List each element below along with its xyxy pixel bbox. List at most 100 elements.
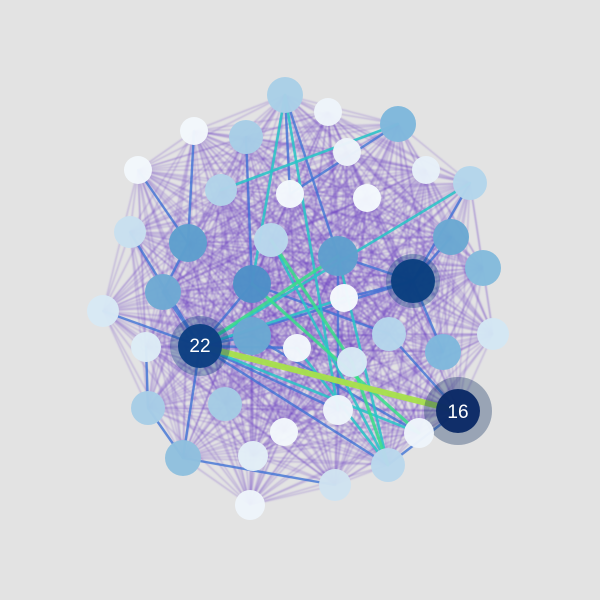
graph-edge bbox=[244, 135, 254, 286]
graph-edge bbox=[425, 169, 484, 269]
graph-edge bbox=[250, 282, 421, 435]
graph-edge bbox=[283, 93, 340, 258]
graph-edge bbox=[102, 310, 339, 411]
graph-edge bbox=[182, 297, 345, 459]
graph-edge bbox=[145, 346, 254, 457]
graph-edge bbox=[147, 361, 353, 409]
graph-edge bbox=[137, 169, 164, 293]
graph-node[interactable] bbox=[314, 98, 342, 126]
graph-node[interactable] bbox=[333, 138, 361, 166]
graph-node[interactable] bbox=[372, 317, 406, 351]
graph-node[interactable] bbox=[319, 469, 351, 501]
graph-edge bbox=[366, 197, 459, 412]
graph-edge bbox=[289, 182, 471, 195]
graph-node[interactable] bbox=[131, 332, 161, 362]
graph-node-16[interactable] bbox=[436, 389, 480, 433]
graph-node[interactable] bbox=[412, 156, 440, 184]
graph-edge bbox=[147, 242, 189, 409]
graph-edge bbox=[102, 297, 345, 312]
graph-node[interactable] bbox=[477, 318, 509, 350]
graph-edge bbox=[252, 455, 389, 466]
node-labels: 22 16 bbox=[189, 336, 468, 423]
graph-edge bbox=[147, 347, 298, 409]
graph-node[interactable] bbox=[380, 106, 416, 142]
graph-edge bbox=[283, 255, 339, 433]
graph-edge bbox=[251, 267, 484, 285]
graph-node[interactable] bbox=[276, 180, 304, 208]
graph-edge bbox=[296, 347, 444, 353]
graph-edge bbox=[162, 280, 414, 293]
graph-node[interactable] bbox=[283, 334, 311, 362]
graph-edge bbox=[387, 333, 390, 466]
graph-node[interactable] bbox=[169, 224, 207, 262]
graph-node[interactable] bbox=[353, 184, 381, 212]
graph-node[interactable] bbox=[233, 317, 271, 355]
graph-edge bbox=[296, 347, 459, 412]
graph-node[interactable] bbox=[371, 448, 405, 482]
graph-edge bbox=[129, 189, 222, 233]
graph-edge bbox=[145, 346, 251, 506]
graph-edge bbox=[129, 130, 195, 233]
graph-node[interactable] bbox=[165, 440, 201, 476]
graph-node[interactable] bbox=[337, 347, 367, 377]
graph-node[interactable] bbox=[205, 174, 237, 206]
graph-edge bbox=[182, 410, 459, 459]
graph-edge bbox=[145, 346, 184, 459]
graph-node[interactable] bbox=[124, 156, 152, 184]
graph-node[interactable] bbox=[425, 334, 461, 370]
graph-edge bbox=[102, 255, 339, 312]
graph-edge bbox=[283, 93, 340, 412]
graph-edge bbox=[250, 334, 421, 435]
graph-edge bbox=[366, 197, 484, 269]
graph-node[interactable] bbox=[453, 166, 487, 200]
graph-node-22[interactable] bbox=[178, 324, 222, 368]
graph-edge bbox=[296, 347, 420, 434]
graph-node[interactable] bbox=[318, 236, 358, 276]
graph-node[interactable] bbox=[87, 295, 119, 327]
graph-node[interactable] bbox=[433, 219, 469, 255]
graph-edge bbox=[147, 351, 444, 409]
graph-edge bbox=[198, 344, 340, 412]
graph-edge bbox=[193, 111, 329, 132]
graph-edge bbox=[251, 283, 494, 335]
graph-edge bbox=[198, 296, 346, 348]
graph-node[interactable] bbox=[229, 120, 263, 154]
graph-edge bbox=[245, 123, 399, 138]
graph-edge bbox=[187, 197, 368, 244]
graph-edge bbox=[102, 310, 253, 337]
graph-edge bbox=[162, 236, 452, 293]
graph-node[interactable] bbox=[391, 259, 435, 303]
graph-edge bbox=[220, 151, 348, 191]
graph-node[interactable] bbox=[233, 265, 271, 303]
graph-node[interactable] bbox=[330, 284, 358, 312]
graph-edge bbox=[129, 136, 247, 233]
graph-node[interactable] bbox=[180, 117, 208, 145]
graph-node[interactable] bbox=[465, 250, 501, 286]
graph-edge bbox=[366, 182, 471, 199]
graph-node[interactable] bbox=[267, 77, 303, 113]
graph-edge bbox=[220, 189, 452, 238]
graph-node[interactable] bbox=[235, 490, 265, 520]
graph-node[interactable] bbox=[238, 441, 268, 471]
graph-edge bbox=[102, 310, 149, 409]
graph-edge bbox=[162, 239, 272, 293]
graph-edge bbox=[147, 333, 390, 409]
graph-node[interactable] bbox=[145, 274, 181, 310]
graph-edge bbox=[346, 151, 414, 282]
graph-node[interactable] bbox=[270, 418, 298, 446]
graph-edge bbox=[351, 333, 494, 363]
graph-edge bbox=[129, 231, 339, 257]
graph-edge bbox=[129, 231, 149, 409]
graph-edge bbox=[343, 297, 459, 412]
graph-node[interactable] bbox=[114, 216, 146, 248]
graph-edge bbox=[343, 297, 494, 335]
graph-node[interactable] bbox=[323, 395, 353, 425]
graph-node[interactable] bbox=[131, 391, 165, 425]
graph-node[interactable] bbox=[254, 223, 288, 257]
graph-node[interactable] bbox=[208, 387, 242, 421]
graph-node[interactable] bbox=[404, 418, 434, 448]
graph-edge bbox=[457, 182, 471, 412]
graph-edge bbox=[366, 197, 494, 335]
graph-edge bbox=[182, 457, 389, 466]
graph-edge bbox=[327, 111, 427, 171]
